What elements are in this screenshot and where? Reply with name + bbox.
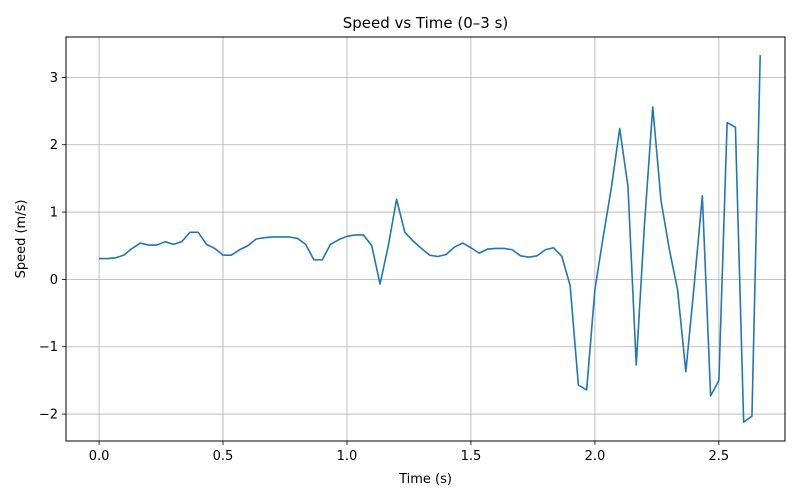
axis-ticks: 0.0 0.5 1.0 1.5 2.0 2.5 −2 −1 0 1 2 3 xyxy=(39,71,729,464)
y-tick-label: 2 xyxy=(50,138,58,153)
y-tick-label: 1 xyxy=(50,206,58,221)
x-axis-label: Time (s) xyxy=(398,472,452,487)
x-tick-label: 2.5 xyxy=(709,449,730,464)
y-tick-label: 0 xyxy=(50,273,58,288)
x-tick-label: 1.5 xyxy=(461,449,482,464)
plot-area xyxy=(99,55,762,423)
x-tick-label: 0.5 xyxy=(213,449,234,464)
axes-frame xyxy=(65,36,786,442)
y-tick-label: −2 xyxy=(39,408,58,423)
y-tick-label: 3 xyxy=(50,71,58,86)
y-tick-label: −1 xyxy=(39,340,58,355)
speed-series-line xyxy=(99,55,762,423)
x-tick-label: 1.0 xyxy=(337,449,358,464)
y-axis-label: Speed (m/s) xyxy=(14,200,29,279)
x-tick-label: 0.0 xyxy=(89,449,110,464)
grid xyxy=(66,37,785,441)
chart-title: Speed vs Time (0–3 s) xyxy=(343,14,509,32)
x-tick-label: 2.0 xyxy=(585,449,606,464)
